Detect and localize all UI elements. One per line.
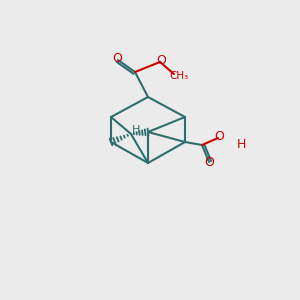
- Text: H: H: [132, 125, 140, 135]
- Text: H: H: [236, 137, 246, 151]
- Text: O: O: [214, 130, 224, 143]
- Text: CH₃: CH₃: [169, 71, 189, 81]
- Text: O: O: [204, 157, 214, 169]
- Text: O: O: [156, 55, 166, 68]
- Text: O: O: [112, 52, 122, 65]
